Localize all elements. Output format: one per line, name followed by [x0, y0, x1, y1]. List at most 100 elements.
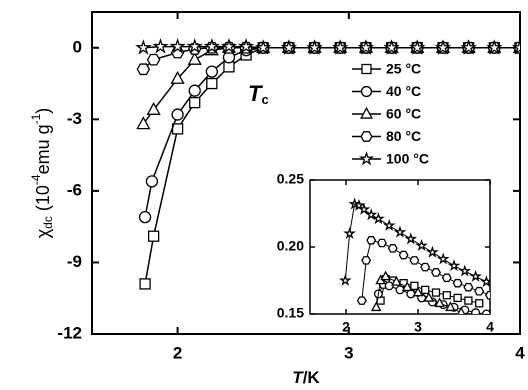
- marker: [332, 39, 349, 55]
- marker: [404, 232, 418, 245]
- marker: [383, 39, 400, 55]
- x-tick-label: 4: [486, 319, 494, 335]
- marker: [364, 208, 378, 221]
- label-part: -1: [29, 113, 43, 124]
- marker: [469, 269, 482, 282]
- marker: [280, 39, 298, 55]
- marker: [139, 278, 151, 290]
- marker: [152, 38, 169, 54]
- marker: [205, 65, 218, 78]
- marker: [452, 278, 463, 288]
- marker: [406, 289, 416, 299]
- marker: [372, 212, 385, 225]
- marker: [447, 259, 461, 272]
- x-tick-label: 4: [515, 343, 525, 362]
- marker: [480, 275, 490, 288]
- marker: [464, 296, 473, 305]
- marker: [360, 131, 373, 142]
- marker: [189, 96, 201, 109]
- marker: [409, 39, 426, 55]
- marker: [237, 38, 255, 54]
- marker: [442, 291, 451, 300]
- marker: [358, 151, 375, 166]
- marker: [486, 39, 503, 55]
- marker: [481, 309, 490, 314]
- y-tick-label: -3: [67, 109, 82, 128]
- marker: [361, 256, 372, 265]
- y-tick-label: 0.25: [277, 171, 304, 187]
- axis-label: χdc (10-4emu g-1): [29, 108, 55, 239]
- marker: [357, 202, 371, 215]
- label-part: (10: [33, 185, 53, 216]
- legend-label: 80 °C: [386, 128, 421, 144]
- marker: [356, 296, 367, 305]
- marker: [434, 297, 445, 308]
- marker: [357, 39, 375, 55]
- marker: [186, 38, 203, 54]
- marker: [145, 175, 159, 188]
- marker: [360, 106, 373, 119]
- marker: [146, 101, 161, 115]
- marker: [511, 39, 520, 55]
- label-part: emu g: [33, 124, 53, 174]
- marker: [377, 238, 387, 248]
- x-tick-label: 3: [344, 343, 353, 362]
- marker: [206, 77, 218, 90]
- plot-area: [338, 197, 490, 314]
- y-tick-label: 0.20: [277, 238, 304, 254]
- label-part: dc: [41, 216, 55, 229]
- marker: [441, 273, 452, 283]
- x-tick-label: 3: [414, 319, 422, 335]
- marker: [457, 306, 466, 314]
- marker: [410, 281, 419, 291]
- marker: [188, 84, 201, 97]
- marker: [393, 225, 407, 238]
- marker: [366, 236, 377, 245]
- marker: [463, 282, 474, 292]
- marker: [384, 281, 394, 291]
- marker: [434, 39, 452, 55]
- y-tick-label: 0.15: [277, 305, 304, 321]
- legend-label: 100 °C: [386, 151, 429, 167]
- annotation: Tc: [248, 81, 269, 108]
- marker: [426, 245, 439, 258]
- label-part: c: [261, 92, 268, 107]
- marker: [135, 39, 152, 55]
- label-part: -4: [29, 174, 43, 185]
- marker: [401, 281, 413, 292]
- label-part: T: [248, 81, 263, 106]
- legend-label: 25 °C: [386, 61, 421, 77]
- marker: [169, 38, 186, 54]
- marker: [136, 116, 151, 130]
- y-tick-label: 0: [73, 37, 82, 56]
- marker: [360, 85, 373, 98]
- marker: [391, 275, 402, 286]
- marker: [445, 301, 456, 312]
- marker: [415, 239, 428, 252]
- marker: [458, 264, 472, 277]
- marker: [431, 268, 441, 277]
- marker: [146, 53, 161, 66]
- marker: [361, 63, 372, 75]
- marker: [170, 70, 185, 84]
- marker: [460, 39, 477, 55]
- marker: [352, 198, 366, 211]
- marker: [409, 256, 420, 265]
- marker: [138, 210, 152, 224]
- marker: [471, 308, 481, 314]
- label-part: T: [292, 368, 304, 387]
- marker: [474, 286, 485, 296]
- marker: [171, 108, 184, 121]
- marker: [187, 51, 202, 65]
- marker: [220, 38, 238, 54]
- label-part: χ: [33, 228, 53, 238]
- marker: [203, 38, 221, 54]
- marker: [136, 63, 151, 76]
- marker: [421, 285, 430, 295]
- y-tick-label: -12: [57, 323, 82, 342]
- marker: [453, 293, 462, 303]
- marker: [475, 299, 484, 308]
- marker: [147, 230, 160, 242]
- marker: [306, 39, 323, 55]
